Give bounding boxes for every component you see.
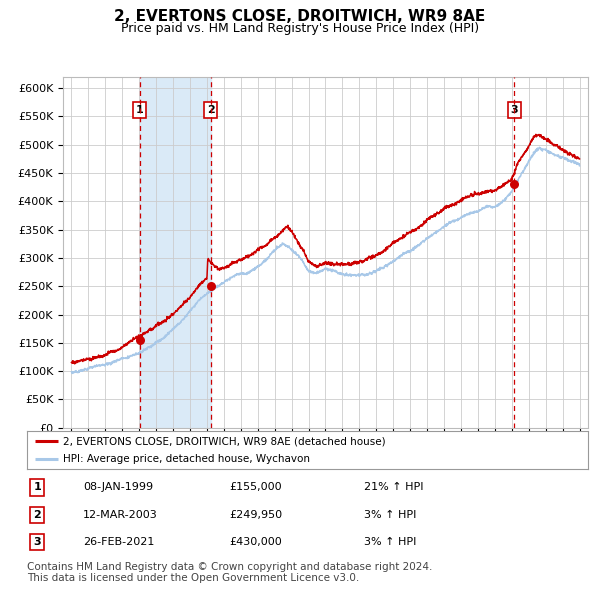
Text: 3% ↑ HPI: 3% ↑ HPI — [364, 510, 416, 520]
Text: 12-MAR-2003: 12-MAR-2003 — [83, 510, 158, 520]
Text: HPI: Average price, detached house, Wychavon: HPI: Average price, detached house, Wych… — [64, 454, 310, 464]
Text: Price paid vs. HM Land Registry's House Price Index (HPI): Price paid vs. HM Land Registry's House … — [121, 22, 479, 35]
Text: 2: 2 — [33, 510, 41, 520]
Text: 1: 1 — [136, 105, 143, 115]
Text: 2: 2 — [206, 105, 214, 115]
Text: £430,000: £430,000 — [229, 537, 282, 547]
Text: 1: 1 — [33, 483, 41, 493]
Text: 3: 3 — [511, 105, 518, 115]
Text: 3: 3 — [33, 537, 41, 547]
Text: 2, EVERTONS CLOSE, DROITWICH, WR9 8AE: 2, EVERTONS CLOSE, DROITWICH, WR9 8AE — [115, 9, 485, 24]
Bar — [140, 77, 211, 428]
Text: 26-FEB-2021: 26-FEB-2021 — [83, 537, 154, 547]
Text: Contains HM Land Registry data © Crown copyright and database right 2024.
This d: Contains HM Land Registry data © Crown c… — [27, 562, 433, 584]
Text: 21% ↑ HPI: 21% ↑ HPI — [364, 483, 423, 493]
Text: 2, EVERTONS CLOSE, DROITWICH, WR9 8AE (detached house): 2, EVERTONS CLOSE, DROITWICH, WR9 8AE (d… — [64, 436, 386, 446]
Text: 3% ↑ HPI: 3% ↑ HPI — [364, 537, 416, 547]
Text: 08-JAN-1999: 08-JAN-1999 — [83, 483, 153, 493]
Text: £155,000: £155,000 — [229, 483, 281, 493]
Text: £249,950: £249,950 — [229, 510, 282, 520]
